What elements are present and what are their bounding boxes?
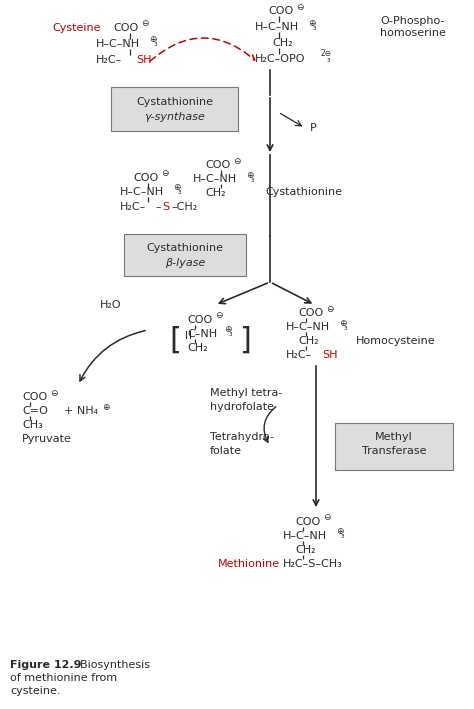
- Text: H–C–NH: H–C–NH: [286, 322, 330, 332]
- Text: Methionine: Methionine: [218, 559, 280, 569]
- Text: ⊕: ⊕: [173, 184, 181, 193]
- Text: Methyl: Methyl: [375, 432, 413, 442]
- FancyBboxPatch shape: [124, 234, 246, 276]
- Text: H₂O: H₂O: [100, 300, 122, 310]
- Text: Cystathionine: Cystathionine: [146, 243, 224, 253]
- Text: H–C–NH: H–C–NH: [255, 22, 299, 32]
- Text: H₂C–: H₂C–: [120, 202, 146, 212]
- Text: –CH₂: –CH₂: [171, 202, 197, 212]
- Text: ⊕: ⊕: [339, 318, 346, 328]
- Text: H₂C–OPO: H₂C–OPO: [255, 54, 306, 64]
- Text: cysteine.: cysteine.: [10, 686, 61, 696]
- Text: H₂C–: H₂C–: [286, 350, 312, 360]
- Text: COO: COO: [22, 392, 47, 402]
- FancyBboxPatch shape: [111, 87, 238, 131]
- Text: H–C–NH: H–C–NH: [96, 39, 140, 49]
- FancyBboxPatch shape: [336, 423, 454, 469]
- Text: COO: COO: [298, 308, 323, 318]
- Text: 2⊖: 2⊖: [321, 48, 332, 57]
- Text: H–C–NH: H–C–NH: [120, 187, 164, 197]
- Text: C=O: C=O: [22, 406, 48, 416]
- Text: ⊕: ⊕: [336, 527, 344, 537]
- Text: ⊕: ⊕: [102, 403, 109, 411]
- Text: ₃: ₃: [313, 23, 317, 31]
- Text: ]: ]: [239, 325, 251, 354]
- Text: COO: COO: [205, 160, 230, 170]
- Text: COO: COO: [113, 23, 138, 33]
- Text: γ-synthase: γ-synthase: [145, 113, 205, 123]
- Text: of methionine from: of methionine from: [10, 673, 117, 683]
- Text: ₃: ₃: [251, 174, 255, 184]
- Text: Cysteine: Cysteine: [52, 23, 100, 33]
- Text: Pyruvate: Pyruvate: [22, 434, 72, 444]
- Text: P: P: [310, 123, 317, 133]
- Text: CH₂: CH₂: [205, 188, 226, 198]
- Text: SH: SH: [136, 55, 152, 65]
- Text: CH₂: CH₂: [187, 343, 208, 353]
- Text: H₂C–S–CH₃: H₂C–S–CH₃: [283, 559, 343, 569]
- Text: Cystathionine: Cystathionine: [137, 97, 213, 107]
- Text: COO: COO: [295, 517, 320, 527]
- Text: ⊕: ⊕: [308, 18, 316, 28]
- Text: ⊖: ⊖: [161, 169, 168, 179]
- Text: SH: SH: [322, 350, 337, 360]
- Text: ⊖: ⊖: [215, 311, 222, 320]
- Text: CH₃: CH₃: [22, 420, 43, 430]
- Text: ⊖: ⊖: [323, 513, 330, 523]
- Text: + NH₄: + NH₄: [64, 406, 98, 416]
- Text: Transferase: Transferase: [362, 446, 426, 456]
- Text: ⊖: ⊖: [141, 20, 148, 28]
- Text: ₃: ₃: [154, 40, 158, 48]
- Text: H₂C–: H₂C–: [96, 55, 122, 65]
- Text: Figure 12.9: Figure 12.9: [10, 660, 82, 670]
- Text: Cystathionine: Cystathionine: [265, 187, 342, 197]
- Text: hydrofolate: hydrofolate: [210, 402, 274, 412]
- Text: ₃: ₃: [229, 330, 233, 338]
- Text: COO: COO: [187, 315, 212, 325]
- Text: [: [: [169, 325, 181, 354]
- Text: O-Phospho-: O-Phospho-: [380, 16, 445, 26]
- Text: COO: COO: [268, 6, 293, 16]
- Text: homoserine: homoserine: [380, 28, 446, 38]
- Text: ₃: ₃: [344, 323, 347, 332]
- Text: Homocysteine: Homocysteine: [356, 336, 436, 346]
- Text: ⊕: ⊕: [224, 325, 231, 335]
- Text: C–NH: C–NH: [187, 329, 217, 339]
- Text: ⊖: ⊖: [296, 3, 303, 11]
- Text: COO: COO: [133, 173, 158, 183]
- Text: Methyl tetra-: Methyl tetra-: [210, 388, 283, 398]
- Text: ⊖: ⊖: [233, 157, 240, 165]
- Text: CH₂: CH₂: [295, 545, 316, 555]
- Text: folate: folate: [210, 446, 242, 456]
- Text: Biosynthesis: Biosynthesis: [73, 660, 150, 670]
- Text: ⊖: ⊖: [326, 304, 334, 313]
- Text: ₃: ₃: [327, 55, 331, 64]
- Text: ⊖: ⊖: [50, 389, 57, 398]
- Text: β-lyase: β-lyase: [165, 258, 205, 268]
- Text: ₃: ₃: [341, 532, 345, 540]
- Text: ⊕: ⊕: [246, 170, 254, 179]
- Text: H–C–NH: H–C–NH: [193, 174, 237, 184]
- Text: ₃: ₃: [178, 187, 182, 196]
- Text: ⊕: ⊕: [149, 35, 156, 45]
- Text: –: –: [155, 202, 161, 212]
- Text: H–C–NH: H–C–NH: [283, 531, 327, 541]
- Text: CH₂: CH₂: [298, 336, 319, 346]
- Text: Tetrahydro-: Tetrahydro-: [210, 432, 274, 442]
- Text: CH₂: CH₂: [272, 38, 292, 48]
- Text: S: S: [162, 202, 169, 212]
